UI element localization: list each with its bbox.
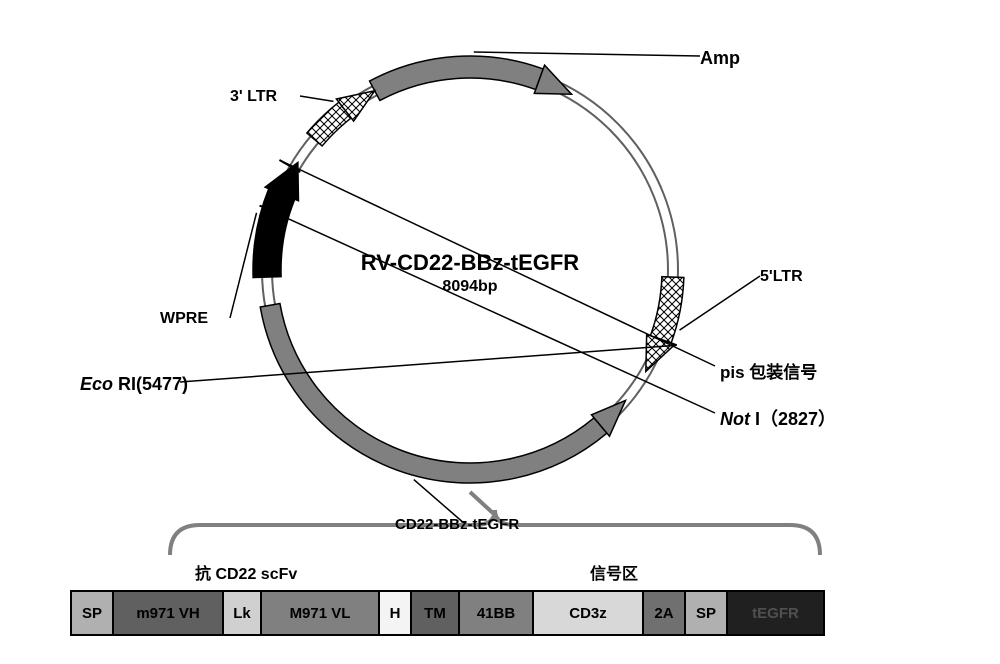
plasmid-svg <box>0 0 1000 664</box>
arc-label: WPRE <box>160 310 208 328</box>
site-label: pis 包装信号 <box>720 358 817 383</box>
cassette-segment: Lk <box>224 592 262 634</box>
arc-label: 3' LTR <box>230 88 277 106</box>
site-label: Not I（2827） <box>720 405 836 431</box>
cassette-segment: tEGFR <box>728 592 823 634</box>
brace-label: 抗 CD22 scFv <box>195 560 297 584</box>
arc-label: 5'LTR <box>760 268 803 286</box>
diagram-container: RV-CD22-BBz-tEGFR 8094bp Amp5'LTRCD22-BB… <box>0 0 1000 664</box>
cassette-segment: m971 VH <box>114 592 224 634</box>
cassette-segment: M971 VL <box>262 592 380 634</box>
site-label: Eco RI(5477) <box>80 374 188 395</box>
arc-label: Amp <box>700 48 740 69</box>
cassette-segment: SP <box>686 592 728 634</box>
cassette-segment: CD3z <box>534 592 644 634</box>
cassette-segment: 41BB <box>460 592 534 634</box>
cassette-segment: H <box>380 592 412 634</box>
cassette-segment: TM <box>412 592 460 634</box>
cassette: SPm971 VHLkM971 VLHTM41BBCD3z2ASPtEGFR <box>70 590 825 636</box>
brace-label: 信号区 <box>590 560 638 584</box>
arc-label: CD22-BBz-tEGFR <box>395 516 519 533</box>
cassette-segment: SP <box>72 592 114 634</box>
cassette-segment: 2A <box>644 592 686 634</box>
